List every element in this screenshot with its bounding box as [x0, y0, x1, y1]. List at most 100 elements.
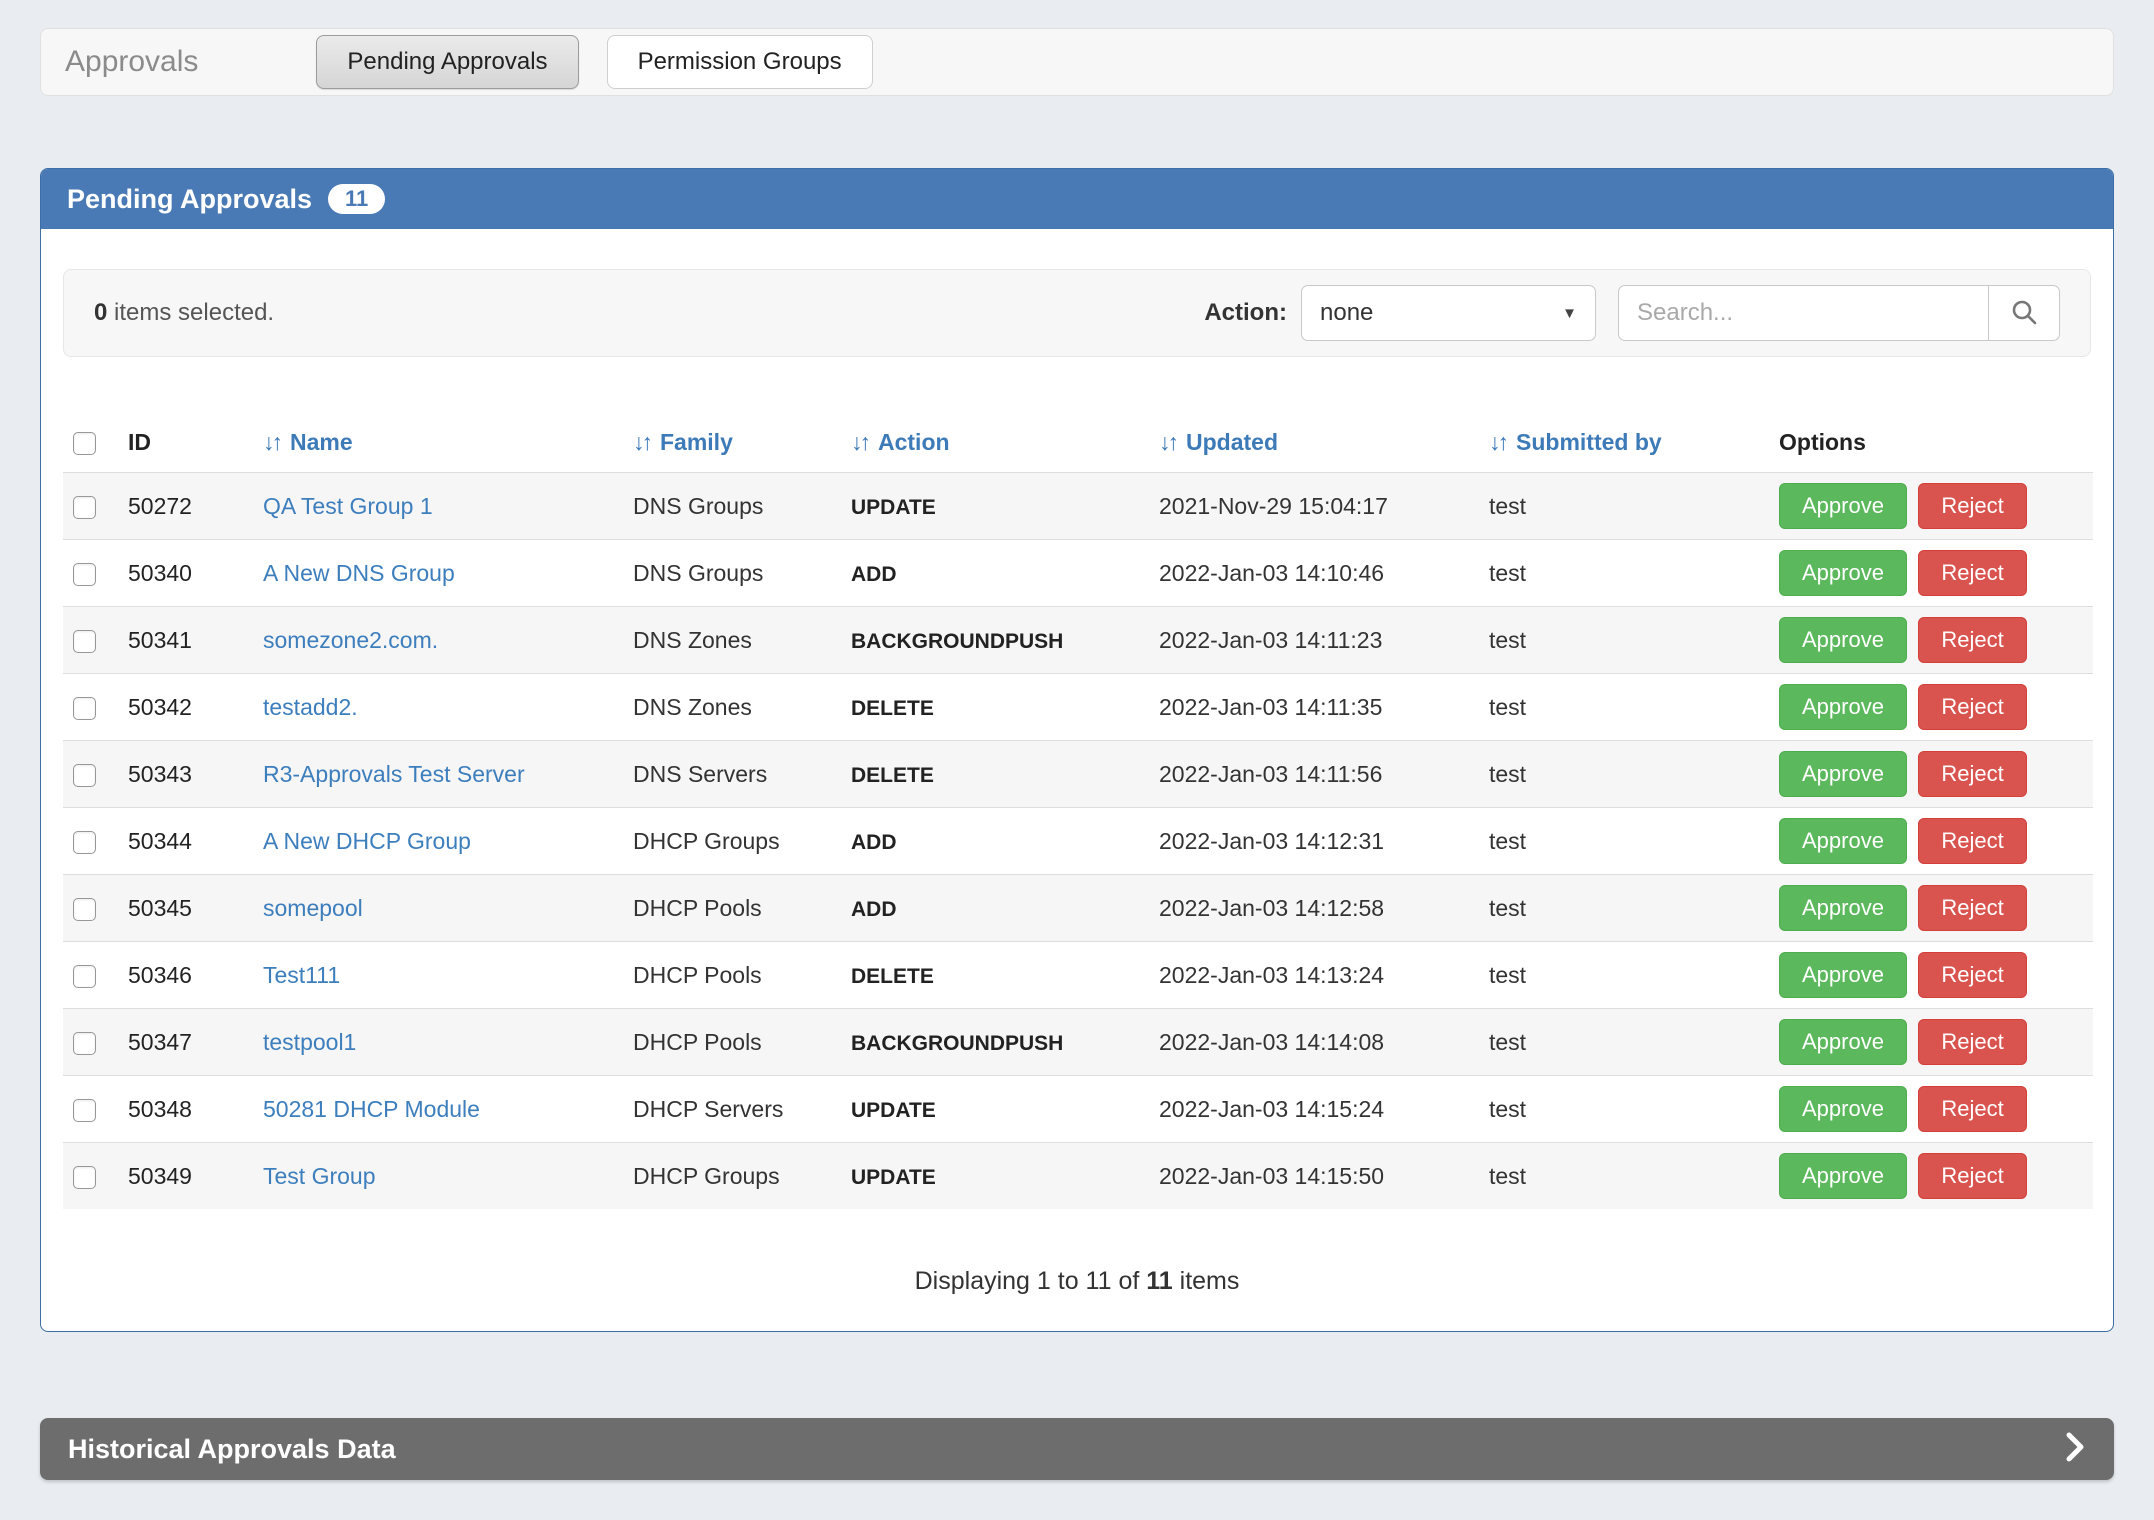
- submitted-by-value: test: [1489, 961, 1527, 988]
- item-link[interactable]: somezone2.com.: [263, 626, 439, 653]
- action-value: UPDATE: [851, 1098, 936, 1122]
- updated-value: 2022-Jan-03 14:11:23: [1159, 626, 1383, 653]
- id-cell: 50345: [118, 874, 253, 942]
- updated-cell: 2022-Jan-03 14:11:56: [1149, 740, 1479, 808]
- approve-button[interactable]: Approve: [1779, 751, 1907, 797]
- updated-cell: 2022-Jan-03 14:11:35: [1149, 673, 1479, 741]
- reject-button[interactable]: Reject: [1918, 483, 2027, 529]
- row-checkbox[interactable]: [73, 629, 96, 653]
- row-checkbox[interactable]: [73, 897, 96, 921]
- row-checkbox[interactable]: [73, 495, 96, 519]
- column-label: ID: [128, 429, 151, 455]
- column-header-name[interactable]: ↓↑ Name: [253, 413, 623, 473]
- action-value: DELETE: [851, 763, 934, 787]
- reject-button[interactable]: Reject: [1918, 751, 2027, 797]
- item-link[interactable]: A New DNS Group: [263, 559, 455, 586]
- column-header-action[interactable]: ↓↑ Action: [841, 413, 1149, 473]
- row-checkbox[interactable]: [73, 830, 96, 854]
- reject-button[interactable]: Reject: [1918, 617, 2027, 663]
- table-row: 50272 QA Test Group 1 DNS Groups UPDATE …: [63, 472, 2093, 540]
- table-row: 50341 somezone2.com. DNS Zones BACKGROUN…: [63, 606, 2093, 674]
- item-link[interactable]: Test Group: [263, 1162, 376, 1189]
- approve-button[interactable]: Approve: [1779, 818, 1907, 864]
- tab-permission-groups[interactable]: Permission Groups: [606, 35, 873, 89]
- reject-button[interactable]: Reject: [1918, 885, 2027, 931]
- action-cell: ADD: [841, 874, 1149, 942]
- approve-button[interactable]: Approve: [1779, 684, 1907, 730]
- family-cell: DHCP Pools: [623, 941, 841, 1009]
- footer-text: Displaying 1 to 11 of: [914, 1267, 1140, 1295]
- item-link[interactable]: somepool: [263, 894, 363, 921]
- tab-pending-approvals[interactable]: Pending Approvals: [316, 35, 579, 89]
- reject-button[interactable]: Reject: [1918, 1019, 2027, 1065]
- row-checkbox[interactable]: [73, 696, 96, 720]
- row-checkbox[interactable]: [73, 1098, 96, 1122]
- column-label: Options: [1779, 429, 1866, 455]
- family-cell: DNS Zones: [623, 606, 841, 674]
- column-header-submitted-by[interactable]: ↓↑ Submitted by: [1479, 413, 1769, 473]
- updated-value: 2022-Jan-03 14:11:35: [1159, 693, 1383, 720]
- id-value: 50348: [128, 1095, 192, 1122]
- submitted-by-value: test: [1489, 1028, 1527, 1055]
- reject-button[interactable]: Reject: [1918, 1153, 2027, 1199]
- action-cell: DELETE: [841, 673, 1149, 741]
- column-header-family[interactable]: ↓↑ Family: [623, 413, 841, 473]
- action-select[interactable]: none ▼: [1301, 285, 1596, 341]
- reject-button[interactable]: Reject: [1918, 818, 2027, 864]
- item-link[interactable]: testadd2.: [263, 693, 358, 720]
- approve-button[interactable]: Approve: [1779, 885, 1907, 931]
- panel-title: Pending Approvals: [67, 183, 313, 214]
- approve-button[interactable]: Approve: [1779, 550, 1907, 596]
- item-link[interactable]: 50281 DHCP Module: [263, 1095, 480, 1122]
- approve-button[interactable]: Approve: [1779, 1086, 1907, 1132]
- approve-button[interactable]: Approve: [1779, 483, 1907, 529]
- approve-button[interactable]: Approve: [1779, 1019, 1907, 1065]
- item-link[interactable]: A New DHCP Group: [263, 827, 471, 854]
- search-button[interactable]: [1988, 285, 2060, 341]
- item-link[interactable]: R3-Approvals Test Server: [263, 760, 525, 787]
- column-header-updated[interactable]: ↓↑ Updated: [1149, 413, 1479, 473]
- approve-button[interactable]: Approve: [1779, 952, 1907, 998]
- row-checkbox[interactable]: [73, 763, 96, 787]
- name-cell: 50281 DHCP Module: [253, 1075, 623, 1143]
- column-label: Updated: [1186, 429, 1278, 455]
- table-footer: Displaying 1 to 11 of 11 items: [41, 1267, 2113, 1296]
- family-value: DHCP Pools: [633, 1028, 762, 1055]
- action-value: BACKGROUNDPUSH: [851, 1031, 1064, 1055]
- item-link[interactable]: QA Test Group 1: [263, 492, 433, 519]
- reject-button[interactable]: Reject: [1918, 684, 2027, 730]
- item-link[interactable]: Test111: [263, 961, 341, 988]
- table-row: 50348 50281 DHCP Module DHCP Servers UPD…: [63, 1075, 2093, 1143]
- table-row: 50345 somepool DHCP Pools ADD 2022-Jan-0…: [63, 874, 2093, 942]
- row-checkbox[interactable]: [73, 1165, 96, 1189]
- id-cell: 50341: [118, 606, 253, 674]
- checkbox-cell: [63, 740, 118, 808]
- name-cell: testpool1: [253, 1008, 623, 1076]
- family-cell: DHCP Groups: [623, 1142, 841, 1209]
- toolbar-right: Action: none ▼: [1204, 285, 2060, 341]
- row-checkbox[interactable]: [73, 1031, 96, 1055]
- reject-button[interactable]: Reject: [1918, 952, 2027, 998]
- item-link[interactable]: testpool1: [263, 1028, 357, 1055]
- approve-button[interactable]: Approve: [1779, 617, 1907, 663]
- submitted-by-value: test: [1489, 693, 1527, 720]
- search-input[interactable]: [1618, 285, 1988, 341]
- action-value: UPDATE: [851, 1165, 936, 1189]
- updated-cell: 2022-Jan-03 14:12:31: [1149, 807, 1479, 875]
- selected-text: items selected.: [114, 299, 275, 326]
- reject-button[interactable]: Reject: [1918, 550, 2027, 596]
- select-all-checkbox[interactable]: [73, 432, 96, 456]
- reject-button[interactable]: Reject: [1918, 1086, 2027, 1132]
- submitted-by-cell: test: [1479, 606, 1769, 674]
- row-checkbox[interactable]: [73, 964, 96, 988]
- id-cell: 50342: [118, 673, 253, 741]
- submitted-by-cell: test: [1479, 807, 1769, 875]
- updated-cell: 2022-Jan-03 14:10:46: [1149, 539, 1479, 607]
- approve-button[interactable]: Approve: [1779, 1153, 1907, 1199]
- row-checkbox[interactable]: [73, 562, 96, 586]
- submitted-by-value: test: [1489, 827, 1527, 854]
- updated-value: 2022-Jan-03 14:15:24: [1159, 1095, 1385, 1122]
- selection-status: 0 items selected.: [94, 299, 274, 327]
- sort-icon: ↓↑: [1489, 429, 1509, 455]
- historical-approvals-bar[interactable]: Historical Approvals Data: [40, 1418, 2114, 1480]
